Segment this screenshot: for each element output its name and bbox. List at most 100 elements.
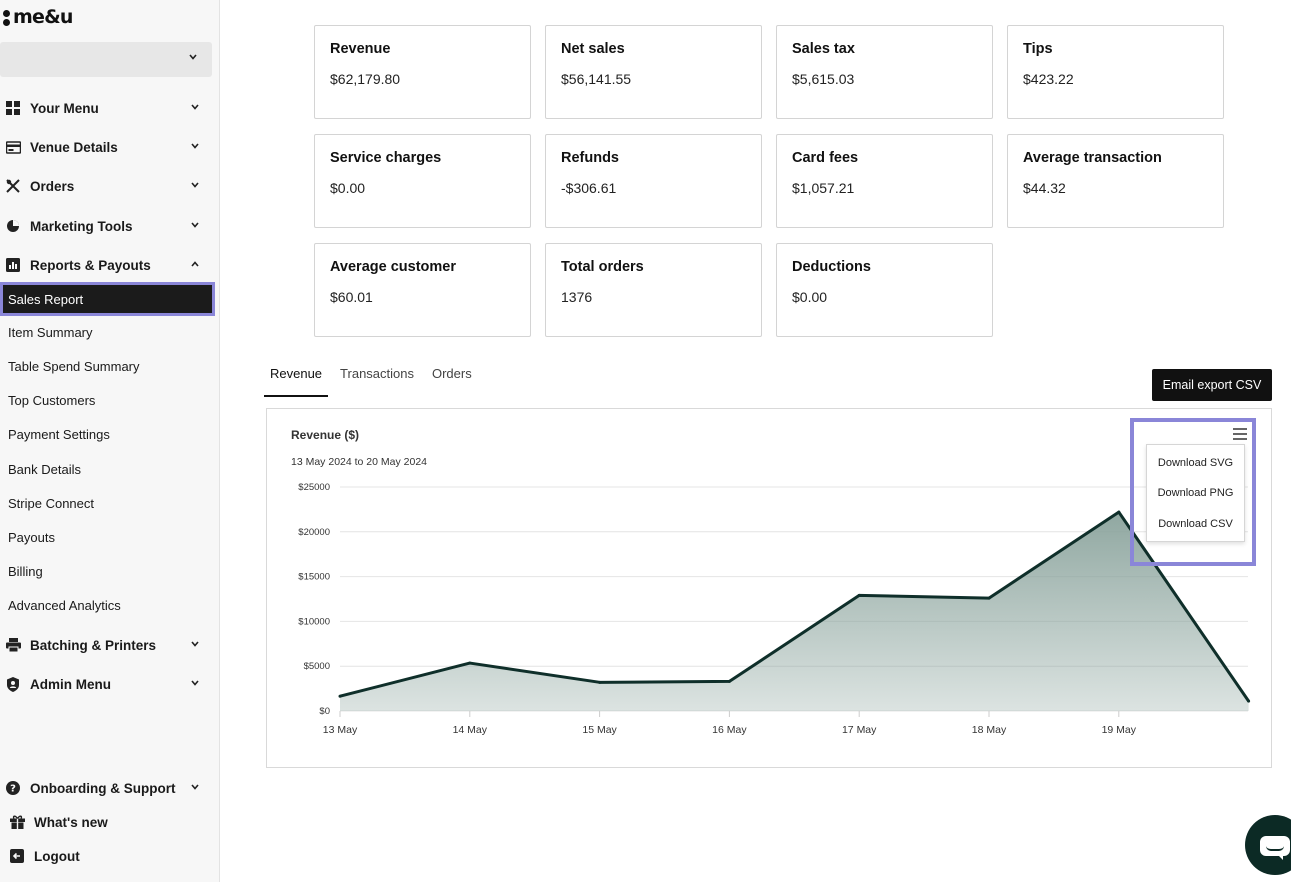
report-tabs: Revenue Transactions Orders — [264, 360, 484, 397]
gift-icon — [9, 814, 25, 830]
sidebar-section-orders[interactable]: Orders — [0, 170, 212, 202]
card-label: Refunds — [561, 150, 619, 166]
download-svg-item[interactable]: Download SVG — [1157, 457, 1234, 469]
sidebar: me&u Your Menu Venue Details Orders Mark… — [0, 0, 220, 882]
sidebar-section-reports-payouts[interactable]: Reports & Payouts — [0, 249, 212, 281]
data-point[interactable] — [727, 679, 731, 683]
logout-icon — [9, 848, 25, 864]
sidebar-item-billing[interactable]: Billing — [8, 563, 43, 579]
card-label: Service charges — [330, 150, 442, 166]
chevron-down-icon — [190, 102, 200, 112]
tab-transactions[interactable]: Transactions — [340, 366, 414, 381]
sidebar-onboarding-support[interactable]: ? Onboarding & Support — [0, 772, 212, 804]
chevron-up-icon — [190, 259, 200, 269]
email-export-csv-button[interactable]: Email export CSV — [1152, 369, 1272, 401]
sidebar-item-sales-report[interactable]: Sales Report — [0, 282, 215, 316]
x-tick-label: 19 May — [1102, 724, 1137, 736]
card-value: $0.00 — [792, 289, 828, 305]
chart-subtitle: 13 May 2024 to 20 May 2024 — [291, 456, 427, 468]
card-value: $0.00 — [330, 180, 366, 196]
data-point[interactable] — [1247, 699, 1251, 703]
brand-logo[interactable]: me&u — [3, 6, 73, 28]
sidebar-section-label: Marketing Tools — [30, 218, 133, 234]
card-value: $44.32 — [1023, 180, 1066, 196]
card-label: Revenue — [330, 41, 391, 57]
data-point[interactable] — [598, 680, 602, 684]
summary-card-sales-tax: Sales tax $5,615.03 — [776, 25, 993, 119]
data-point[interactable] — [987, 596, 991, 600]
y-axis-labels: $0 $5000 $10000 $15000 $20000 $25000 — [298, 482, 330, 717]
logo-text: me&u — [13, 6, 73, 28]
download-menu-highlight — [1130, 418, 1256, 566]
sidebar-item-payouts[interactable]: Payouts — [8, 529, 55, 545]
sidebar-logout[interactable]: Logout — [0, 840, 212, 872]
chart-title: Revenue ($) — [291, 428, 359, 442]
y-tick-label: $15000 — [298, 572, 330, 583]
tab-orders[interactable]: Orders — [431, 366, 472, 381]
help-circle-icon: ? — [5, 780, 21, 796]
sidebar-section-admin-menu[interactable]: Admin Menu — [0, 668, 212, 700]
sidebar-whats-new-label: What's new — [34, 814, 108, 830]
sidebar-item-payment-settings[interactable]: Payment Settings — [8, 426, 110, 442]
download-csv-item[interactable]: Download CSV — [1158, 518, 1233, 530]
summary-card-card-fees: Card fees $1,057.21 — [776, 134, 993, 228]
admin-shield-icon — [5, 676, 21, 692]
chevron-down-icon — [188, 52, 198, 62]
hamburger-menu-icon[interactable] — [1233, 428, 1247, 440]
sidebar-item-bank-details[interactable]: Bank Details — [8, 461, 81, 477]
card-value: 1376 — [561, 289, 593, 305]
summary-card-total-orders: Total orders 1376 — [545, 243, 762, 337]
sidebar-item-stripe-connect[interactable]: Stripe Connect — [8, 495, 94, 511]
data-point[interactable] — [338, 694, 342, 698]
summary-card-net-sales: Net sales $56,141.55 — [545, 25, 762, 119]
data-point[interactable] — [1117, 510, 1121, 514]
summary-card-tips: Tips $423.22 — [1007, 25, 1224, 119]
download-png-item[interactable]: Download PNG — [1157, 487, 1234, 499]
x-tick-label: 18 May — [972, 724, 1007, 736]
summary-card-service-charges: Service charges $0.00 — [314, 134, 531, 228]
sidebar-item-top-customers[interactable]: Top Customers — [8, 392, 96, 408]
x-tick-label: 15 May — [582, 724, 617, 736]
download-menu: Download SVG Download PNG Download CSV — [1146, 444, 1245, 542]
svg-text:?: ? — [10, 784, 16, 795]
printer-icon — [5, 637, 21, 653]
card-value: $60.01 — [330, 289, 373, 305]
sidebar-section-your-menu[interactable]: Your Menu — [0, 92, 212, 124]
chevron-down-icon — [190, 782, 200, 792]
card-value: $56,141.55 — [561, 71, 632, 87]
card-value: $423.22 — [1023, 71, 1074, 87]
tab-revenue[interactable]: Revenue — [264, 360, 329, 397]
chevron-down-icon — [190, 639, 200, 649]
grid-icon — [5, 100, 21, 116]
x-tick-label: 14 May — [453, 724, 488, 736]
sidebar-item-advanced-analytics[interactable]: Advanced Analytics — [8, 597, 121, 613]
sidebar-item-table-spend-summary[interactable]: Table Spend Summary — [8, 358, 140, 374]
chat-launcher-button[interactable] — [1245, 815, 1291, 875]
summary-card-average-transaction: Average transaction $44.32 — [1007, 134, 1224, 228]
data-point[interactable] — [468, 661, 472, 665]
y-tick-label: $5000 — [304, 661, 330, 672]
sidebar-section-batching-printers[interactable]: Batching & Printers — [0, 629, 212, 661]
sidebar-section-venue-details[interactable]: Venue Details — [0, 131, 212, 163]
x-axis-labels: 13 May 14 May 15 May 16 May 17 May 18 May 19 M… — [323, 711, 1137, 736]
data-point[interactable] — [857, 593, 861, 597]
pie-chart-icon — [5, 218, 21, 234]
logo-mark — [3, 8, 11, 26]
sidebar-section-marketing-tools[interactable]: Marketing Tools — [0, 210, 212, 242]
summary-card-average-customer: Average customer $60.01 — [314, 243, 531, 337]
chat-bubble-icon — [1260, 836, 1290, 860]
main-content: Revenue $62,179.80 Net sales $56,141.55 … — [220, 0, 1291, 882]
card-label: Card fees — [792, 150, 859, 166]
x-tick-label: 17 May — [842, 724, 877, 736]
x-tick-label: 13 May — [323, 724, 358, 736]
card-value: $1,057.21 — [792, 180, 855, 196]
venue-select[interactable] — [0, 42, 212, 77]
summary-card-revenue: Revenue $62,179.80 — [314, 25, 531, 119]
sidebar-whats-new[interactable]: What's new — [0, 806, 212, 838]
revenue-chart: Revenue ($) 13 May 2024 to 20 May 2024 $… — [266, 408, 1272, 768]
card-value: -$306.61 — [561, 180, 617, 196]
chevron-down-icon — [190, 220, 200, 230]
sidebar-item-item-summary[interactable]: Item Summary — [8, 324, 93, 340]
y-tick-label: $10000 — [298, 616, 330, 627]
bar-chart-icon — [5, 257, 21, 273]
